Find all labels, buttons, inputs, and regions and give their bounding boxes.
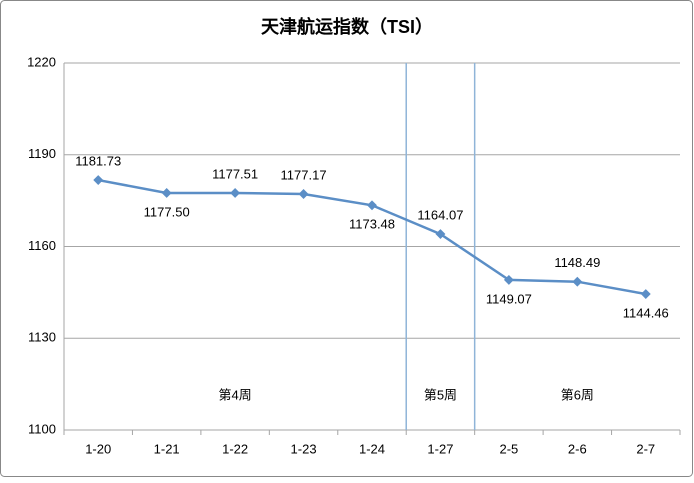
data-label: 1149.07	[486, 291, 532, 306]
y-tick-label: 1130	[28, 330, 56, 345]
marker	[161, 188, 172, 198]
marker	[93, 175, 104, 185]
marker	[572, 276, 583, 287]
y-tick-label: 1100	[28, 421, 56, 436]
y-tick-label: 1220	[27, 54, 56, 69]
data-label: 1181.73	[75, 153, 121, 168]
data-label: 1148.49	[554, 255, 600, 270]
marker	[298, 189, 309, 199]
data-label: 1177.17	[281, 167, 327, 182]
data-label: 1144.46	[623, 305, 669, 320]
marker	[230, 187, 241, 198]
x-tick-label: 2-7	[636, 441, 655, 456]
week-label: 第4周	[218, 387, 251, 402]
x-tick-label: 1-21	[154, 441, 180, 456]
data-label: 1177.50	[144, 204, 190, 219]
marker	[503, 274, 514, 285]
data-label: 1173.48	[349, 217, 395, 232]
data-label: 1164.07	[417, 207, 463, 222]
x-tick-label: 1-23	[291, 441, 317, 456]
x-tick-label: 2-5	[499, 441, 518, 456]
x-tick-label: 1-22	[222, 441, 248, 456]
data-label: 1177.51	[212, 166, 258, 181]
marker	[435, 229, 446, 240]
chart-title: 天津航运指数（TSI）	[261, 16, 433, 37]
x-tick-label: 2-6	[568, 441, 587, 456]
y-tick-label: 1160	[28, 238, 56, 253]
marker	[640, 289, 651, 299]
x-tick-label: 1-27	[427, 441, 453, 456]
y-tick-label: 1190	[28, 146, 56, 161]
marker	[367, 200, 377, 211]
week-label: 第6周	[561, 387, 594, 402]
x-tick-label: 1-24	[359, 441, 385, 456]
x-tick-label: 1-20	[85, 441, 111, 456]
week-label: 第5周	[424, 387, 457, 402]
